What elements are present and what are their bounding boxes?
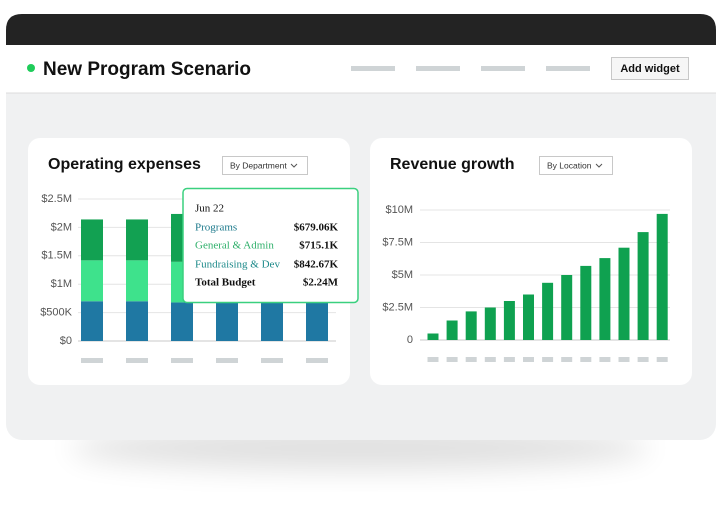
nav-placeholder <box>351 66 395 71</box>
tooltip-total-label: Total Budget <box>195 277 256 289</box>
tooltip: Jun 22 Programs $679.06K General & Admin… <box>182 187 359 304</box>
x-label-placeholder <box>465 357 477 362</box>
status-dot <box>27 64 35 72</box>
nav-placeholder <box>416 66 460 71</box>
bar-segment <box>306 301 328 341</box>
bar <box>542 282 554 340</box>
y-tick-label: $7.5M <box>382 236 413 248</box>
bar-segment <box>126 301 148 341</box>
nav-placeholder <box>546 66 590 71</box>
x-label-placeholder <box>503 357 515 362</box>
tooltip-box <box>182 187 359 304</box>
x-label-placeholder <box>81 358 103 363</box>
tooltip-total-value: $2.24M <box>303 277 339 289</box>
y-tick-label: $5M <box>392 269 413 281</box>
bar <box>618 247 630 340</box>
x-label-placeholder <box>484 357 496 362</box>
x-label-placeholder <box>523 357 534 362</box>
bar-segment <box>81 219 103 261</box>
x-label-placeholder <box>580 357 592 362</box>
bar <box>561 275 573 340</box>
tooltip-label: Programs <box>195 222 237 234</box>
y-tick-label: $10M <box>385 204 413 216</box>
bar <box>503 301 515 340</box>
bar <box>580 265 592 340</box>
button-label[interactable]: Add widget <box>620 63 680 75</box>
y-tick-label: $0 <box>60 335 72 347</box>
x-label-placeholder <box>542 357 554 362</box>
bar-segment <box>171 302 193 341</box>
bar-segment <box>216 301 238 341</box>
x-label-placeholder <box>261 358 283 363</box>
dropdown-chevron <box>290 163 298 168</box>
x-label-placeholder <box>126 358 148 363</box>
dropdown-label[interactable]: By Department <box>230 160 287 170</box>
bar <box>523 294 534 340</box>
tooltip-label: Fundraising & Dev <box>195 259 280 271</box>
bar-segment <box>81 301 103 341</box>
y-tick-label: $2.5M <box>41 193 72 205</box>
bar <box>446 320 458 340</box>
bar-segment <box>81 260 103 302</box>
x-label-placeholder <box>637 357 649 362</box>
y-tick-label: $1M <box>51 278 72 290</box>
bar <box>599 258 611 340</box>
y-tick-label: $1.5M <box>41 250 72 262</box>
x-label-placeholder <box>306 358 328 363</box>
card-title: Operating expenses <box>48 156 201 173</box>
bar-segment <box>261 301 283 341</box>
bar <box>637 232 649 340</box>
dropdown[interactable] <box>222 156 308 175</box>
bar <box>465 311 477 340</box>
title-bar <box>6 14 716 45</box>
dropdown[interactable] <box>539 156 613 175</box>
y-tick-label: $2M <box>51 221 72 233</box>
tooltip-value: $842.67K <box>294 259 339 271</box>
card-title: Revenue growth <box>390 156 514 173</box>
tooltip-label: General & Admin <box>195 240 274 252</box>
y-tick-label: 0 <box>407 334 413 346</box>
bar-segment <box>126 260 148 302</box>
bar <box>427 333 439 340</box>
page-title: New Program Scenario <box>43 59 251 80</box>
x-label-placeholder <box>427 357 439 362</box>
y-tick-label: $500K <box>40 307 72 319</box>
x-label-placeholder <box>599 357 611 362</box>
tooltip-value: $715.1K <box>299 240 338 252</box>
dropdown-label[interactable]: By Location <box>547 160 592 170</box>
x-label-placeholder <box>561 357 573 362</box>
bar <box>484 307 496 340</box>
nav-placeholder <box>481 66 525 71</box>
x-label-placeholder <box>446 357 458 362</box>
tooltip-value: $679.06K <box>294 222 339 234</box>
bar-segment <box>126 219 148 261</box>
y-tick-label: $2.5M <box>382 301 413 313</box>
x-label-placeholder <box>171 358 193 363</box>
bar <box>656 213 668 340</box>
tooltip-title: Jun 22 <box>195 203 224 215</box>
x-label-placeholder <box>216 358 238 363</box>
dropdown-chevron <box>595 163 603 168</box>
x-label-placeholder <box>656 357 668 362</box>
add-widget-button[interactable] <box>611 57 689 80</box>
x-label-placeholder <box>618 357 630 362</box>
